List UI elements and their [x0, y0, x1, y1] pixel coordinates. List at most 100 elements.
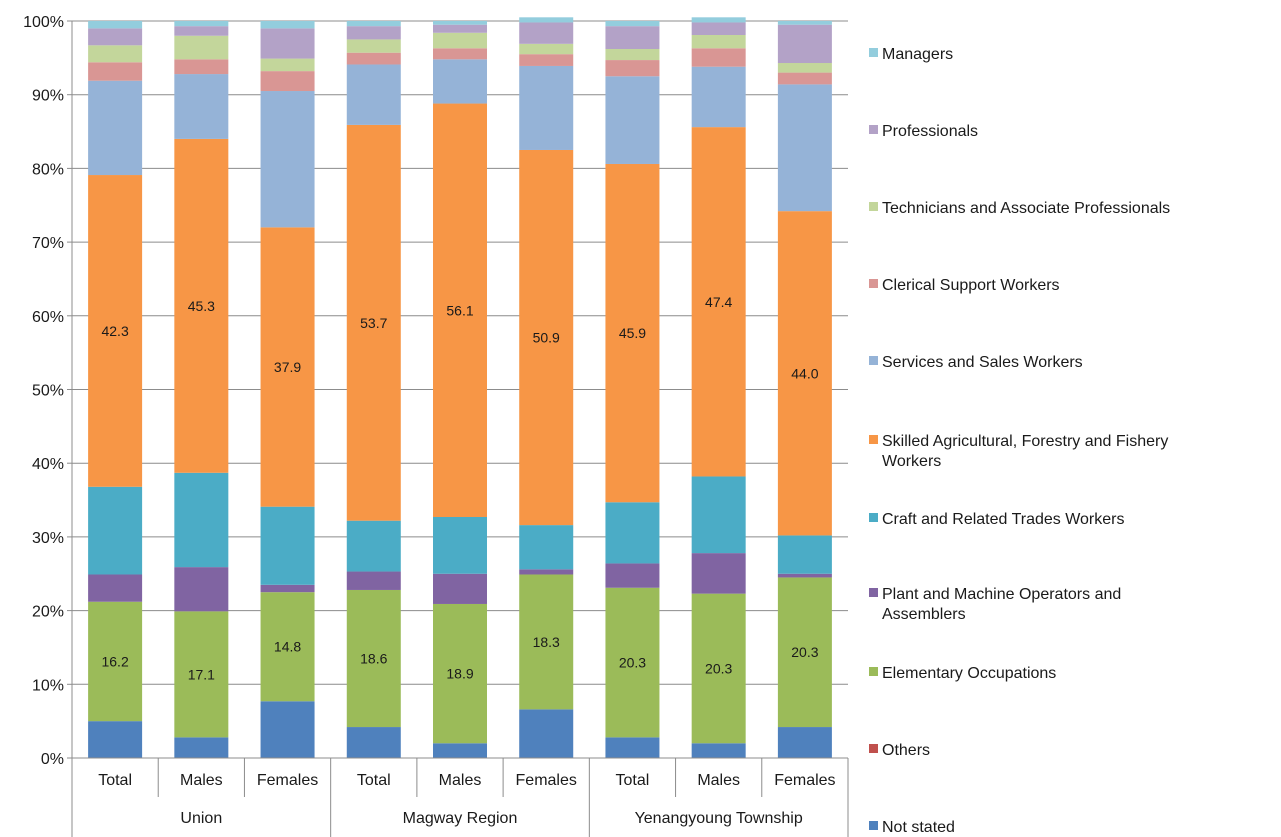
- bar-segment-skilled-agricultural-forestry-and-fishery-workers: [605, 163, 660, 503]
- data-label-elementary-occupations: 18.9: [446, 666, 473, 682]
- bar-segment-services-and-sales-workers: [260, 91, 315, 228]
- bar-segment-technicians-and-associate-professionals: [691, 35, 746, 49]
- bar-segment-craft-and-related-trades-workers: [88, 486, 143, 575]
- data-label-skilled-agricultural-forestry-and-fishery-workers: 44.0: [791, 365, 818, 381]
- bar-segment-not-stated: [691, 743, 746, 758]
- data-label-elementary-occupations: 14.8: [274, 639, 301, 655]
- legend-swatch: [869, 356, 878, 365]
- bar-segment-services-and-sales-workers: [519, 65, 574, 150]
- data-label-skilled-agricultural-forestry-and-fishery-workers: 56.1: [446, 302, 473, 318]
- y-tick-label: 10%: [32, 677, 64, 694]
- data-label-elementary-occupations: 20.3: [619, 655, 646, 671]
- legend-label: Technicians and Associate Professionals: [882, 200, 1170, 217]
- bar-segment-services-and-sales-workers: [88, 80, 143, 176]
- bar-segment-not-stated: [174, 737, 229, 758]
- legend-label: Professionals: [882, 123, 978, 140]
- bar-segment-elementary-occupations: [519, 574, 574, 710]
- bar-segment-plant-and-machine-operators-and-assemblers: [433, 573, 487, 604]
- legend-label: Not stated: [882, 819, 955, 836]
- bar-segment-plant-and-machine-operators-and-assemblers: [519, 569, 574, 575]
- legend-item-craft-and-related-trades-workers: Craft and Related Trades Workers: [869, 511, 1124, 528]
- legend-swatch: [869, 513, 878, 522]
- bar-segment-clerical-support-workers: [260, 71, 315, 92]
- bar-segment-elementary-occupations: [260, 592, 315, 702]
- bar-segment-skilled-agricultural-forestry-and-fishery-workers: [260, 227, 315, 507]
- y-tick-label: 0%: [41, 751, 64, 768]
- bar-segment-not-stated: [260, 701, 315, 758]
- bar-segment-managers: [519, 17, 574, 23]
- bar-segment-services-and-sales-workers: [605, 76, 660, 164]
- bar-segment-clerical-support-workers: [605, 60, 660, 77]
- bar-segment-plant-and-machine-operators-and-assemblers: [691, 553, 746, 594]
- bar-segment-technicians-and-associate-professionals: [519, 43, 574, 55]
- bar-stacks: [88, 17, 832, 758]
- x-category-label: Females: [257, 772, 318, 789]
- legend-swatch: [869, 48, 878, 57]
- bar-segment-clerical-support-workers: [777, 72, 832, 85]
- data-label-elementary-occupations: 17.1: [188, 666, 215, 682]
- bar-segment-plant-and-machine-operators-and-assemblers: [260, 584, 315, 593]
- bar-stack-4: [346, 21, 401, 758]
- data-label-elementary-occupations: 20.3: [791, 644, 818, 660]
- y-tick-label: 40%: [32, 456, 64, 473]
- legend-swatch: [869, 435, 878, 444]
- x-category-label: Males: [180, 772, 223, 789]
- legend: Managers Professionals Technicians and Ass…: [869, 46, 1170, 836]
- bar-segment-professionals: [605, 26, 660, 50]
- bar-segment-managers: [433, 21, 487, 25]
- legend-item-services-and-sales-workers: Services and Sales Workers: [869, 354, 1083, 371]
- axes: 0% 10% 20% 30% 40% 50% 60% 70% 80% 90% 100% Total Ma…: [23, 14, 849, 837]
- legend-label: Plant and Machine Operators and Assembler…: [882, 586, 1121, 623]
- bar-segment-plant-and-machine-operators-and-assemblers: [88, 574, 143, 602]
- bar-segment-technicians-and-associate-professionals: [174, 35, 229, 60]
- x-category-label: Males: [439, 772, 482, 789]
- y-tick-label: 50%: [32, 383, 64, 400]
- bar-segment-clerical-support-workers: [519, 54, 574, 66]
- x-category-label: Females: [774, 772, 835, 789]
- bar-segment-services-and-sales-workers: [174, 74, 229, 139]
- bar-segment-elementary-occupations: [777, 577, 832, 728]
- data-labels: 16.2 42.3 17.1 45.3 14.8 37.9 18.6 53.7 18.9 56.1…: [101, 294, 818, 683]
- bar-segment-services-and-sales-workers: [346, 64, 401, 125]
- bar-segment-plant-and-machine-operators-and-assemblers: [777, 573, 832, 578]
- x-category-label: Females: [516, 772, 577, 789]
- bar-segment-services-and-sales-workers: [777, 84, 832, 212]
- y-tick-label: 100%: [23, 14, 64, 31]
- y-tick-label: 30%: [32, 530, 64, 547]
- bar-segment-elementary-occupations: [691, 593, 746, 744]
- legend-swatch: [869, 202, 878, 211]
- legend-swatch: [869, 667, 878, 676]
- x-category-label: Total: [357, 772, 391, 789]
- bar-segment-services-and-sales-workers: [433, 59, 487, 104]
- bar-segment-managers: [174, 21, 229, 27]
- bar-segment-clerical-support-workers: [433, 48, 487, 60]
- bar-segment-technicians-and-associate-professionals: [260, 58, 315, 72]
- data-label-elementary-occupations: 20.3: [705, 660, 732, 676]
- bar-segment-craft-and-related-trades-workers: [605, 502, 660, 564]
- data-label-skilled-agricultural-forestry-and-fishery-workers: 45.3: [188, 298, 215, 314]
- legend-label: Others: [882, 742, 930, 759]
- data-label-skilled-agricultural-forestry-and-fishery-workers: 42.3: [101, 323, 128, 339]
- bar-stack-5: [433, 21, 487, 758]
- bar-segment-clerical-support-workers: [174, 59, 229, 75]
- bar-stack-9: [777, 21, 832, 758]
- legend-item-skilled-agricultural-forestry-and-fishery-workers: Skilled Agricultural, Forestry and Fishe…: [869, 433, 1168, 470]
- bar-segment-skilled-agricultural-forestry-and-fishery-workers: [174, 138, 229, 473]
- bar-segment-managers: [777, 21, 832, 25]
- legend-label: Craft and Related Trades Workers: [882, 511, 1124, 528]
- bar-segment-elementary-occupations: [605, 587, 660, 738]
- bar-segment-technicians-and-associate-professionals: [346, 39, 401, 53]
- legend-label: Elementary Occupations: [882, 665, 1056, 682]
- bar-stack-2: [174, 21, 229, 758]
- x-group-label: Union: [180, 810, 222, 827]
- bar-segment-plant-and-machine-operators-and-assemblers: [605, 563, 660, 588]
- bar-segment-professionals: [260, 28, 315, 59]
- bar-segment-professionals: [346, 26, 401, 40]
- bar-segment-professionals: [691, 22, 746, 36]
- bar-segment-craft-and-related-trades-workers: [777, 535, 832, 574]
- legend-swatch: [869, 588, 878, 597]
- data-label-elementary-occupations: 18.6: [360, 651, 387, 667]
- bar-segment-skilled-agricultural-forestry-and-fishery-workers: [777, 211, 832, 536]
- legend-item-clerical-support-workers: Clerical Support Workers: [869, 277, 1060, 294]
